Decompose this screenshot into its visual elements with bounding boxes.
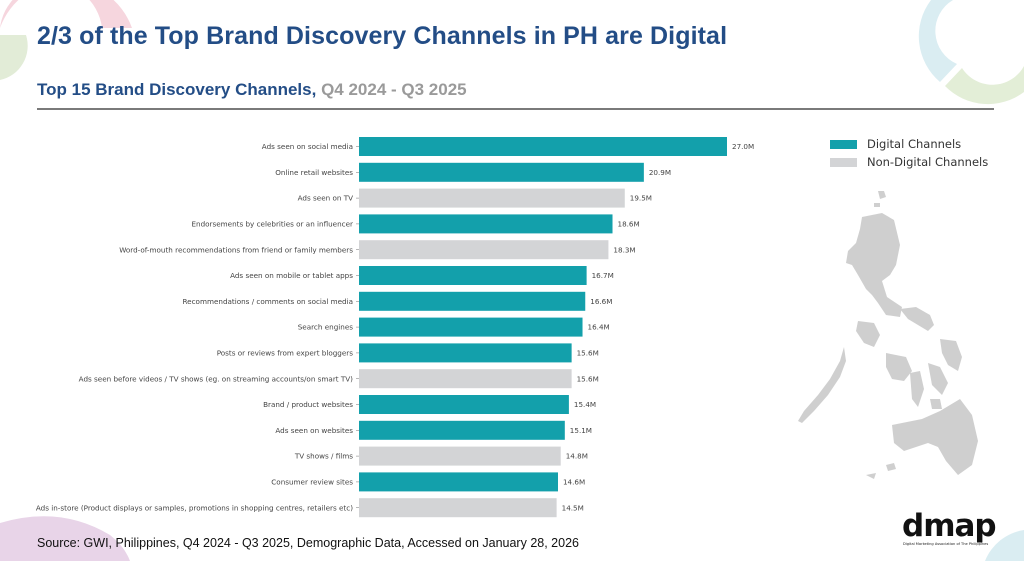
y-tick-label: Endorsements by celebrities or an influe… bbox=[191, 220, 353, 229]
y-tick-label: Ads seen on TV bbox=[298, 194, 353, 203]
data-label: 14.6M bbox=[563, 478, 585, 487]
y-tick-label: Search engines bbox=[298, 323, 353, 332]
data-label: 15.4M bbox=[574, 400, 596, 409]
logo-tagline: Digital Marketing Association of The Phi… bbox=[903, 542, 988, 546]
source-note: Source: GWI, Philippines, Q4 2024 - Q3 2… bbox=[37, 536, 579, 550]
data-label: 15.6M bbox=[577, 374, 599, 383]
bar-chart: Ads seen on social media 27.0M Online reta… bbox=[36, 137, 754, 518]
subtitle-period: Q4 2024 - Q3 2025 bbox=[321, 80, 467, 99]
bar bbox=[359, 472, 558, 492]
y-tick-label: Consumer review sites bbox=[271, 478, 353, 487]
bar bbox=[359, 369, 572, 389]
bar bbox=[359, 291, 586, 311]
legend-label-non-digital: Non-Digital Channels bbox=[867, 155, 989, 169]
bar bbox=[359, 498, 557, 518]
data-label: 18.3M bbox=[613, 245, 635, 254]
y-tick-label: Ads in-store (Product displays or sample… bbox=[36, 503, 353, 512]
data-label: 18.6M bbox=[618, 220, 640, 229]
y-tick-label: Posts or reviews from expert bloggers bbox=[217, 349, 354, 358]
dmap-logo: dmap Digital Marketing Association of Th… bbox=[902, 512, 997, 546]
y-tick-label: Recommendations / comments on social med… bbox=[183, 297, 353, 306]
data-label: 15.1M bbox=[570, 426, 592, 435]
bar bbox=[359, 162, 644, 182]
y-tick-label: Brand / product websites bbox=[263, 400, 353, 409]
data-label: 16.4M bbox=[588, 323, 610, 332]
bar bbox=[359, 317, 583, 337]
data-label: 14.8M bbox=[566, 452, 588, 461]
bar bbox=[359, 137, 727, 156]
data-label: 27.0M bbox=[732, 142, 754, 151]
legend-item-digital: Digital Channels bbox=[830, 137, 961, 151]
legend-swatch-digital bbox=[830, 139, 857, 149]
y-tick-label: Online retail websites bbox=[275, 168, 353, 177]
y-tick-label: Ads seen on websites bbox=[275, 426, 353, 435]
legend-label-digital: Digital Channels bbox=[867, 137, 962, 151]
subtitle-main: Top 15 Brand Discovery Channels, bbox=[37, 80, 317, 99]
legend-item-non-digital: Non-Digital Channels bbox=[830, 155, 988, 169]
y-tick-label: Ads seen on mobile or tablet apps bbox=[230, 271, 353, 280]
bar bbox=[359, 343, 572, 363]
bar bbox=[359, 240, 609, 260]
bar bbox=[359, 446, 561, 466]
page-title: 2/3 of the Top Brand Discovery Channels … bbox=[37, 22, 728, 50]
data-label: 19.5M bbox=[630, 194, 652, 203]
bar bbox=[359, 420, 565, 440]
legend-swatch-non-digital bbox=[830, 157, 857, 167]
bar bbox=[359, 188, 625, 208]
data-label: 16.6M bbox=[590, 297, 612, 306]
y-tick-label: TV shows / films bbox=[294, 452, 353, 461]
philippines-map-icon bbox=[798, 191, 978, 479]
data-label: 20.9M bbox=[649, 168, 671, 177]
data-label: 15.6M bbox=[577, 349, 599, 358]
y-tick-label: Word-of-mouth recommendations from frien… bbox=[119, 245, 353, 254]
title-divider bbox=[37, 108, 994, 110]
y-tick-label: Ads seen on social media bbox=[262, 142, 353, 151]
data-label: 14.5M bbox=[562, 503, 584, 512]
chart-subtitle: Top 15 Brand Discovery Channels, Q4 2024… bbox=[37, 80, 467, 100]
bar bbox=[359, 266, 587, 285]
y-tick-label: Ads seen before videos / TV shows (eg. o… bbox=[79, 374, 354, 383]
decorative-ring-top-right bbox=[918, 0, 1024, 105]
bar bbox=[359, 395, 569, 414]
logo-text: dmap bbox=[902, 512, 996, 544]
data-label: 16.7M bbox=[592, 271, 614, 280]
bar bbox=[359, 214, 613, 234]
